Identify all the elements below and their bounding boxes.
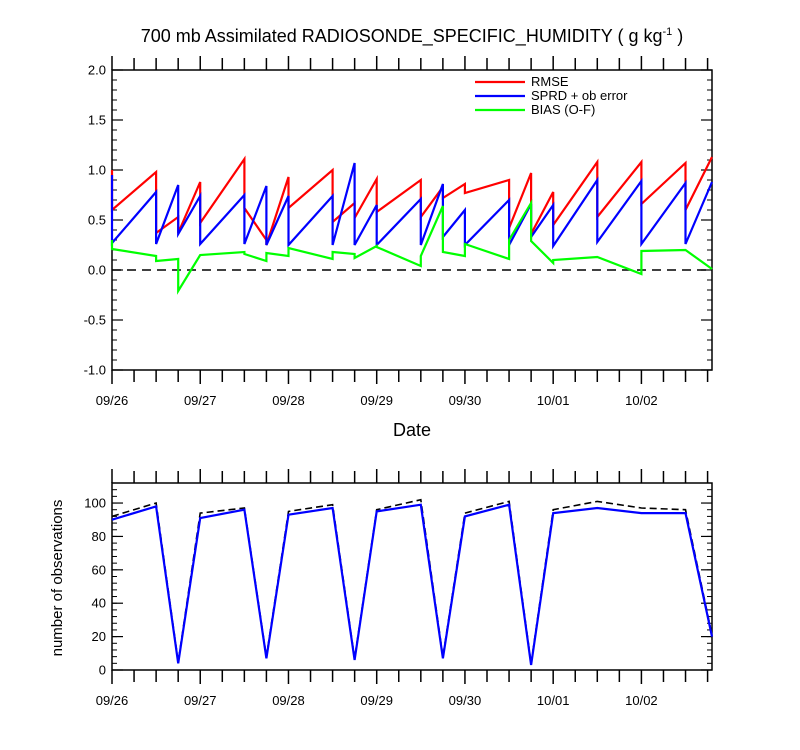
legend-label: SPRD + ob error xyxy=(531,88,628,103)
x-tick-label: 09/27 xyxy=(184,393,217,408)
title-superscript: -1 xyxy=(663,26,673,38)
y-tick-label: 100 xyxy=(84,496,106,511)
y-tick-label: 60 xyxy=(92,562,106,577)
y-tick-label: 0.0 xyxy=(88,263,106,278)
x-tick-label: 09/29 xyxy=(360,693,393,708)
y-tick-label: 0 xyxy=(99,663,106,678)
chart-title: 700 mb Assimilated RADIOSONDE_SPECIFIC_H… xyxy=(141,26,684,47)
x-tick-label: 09/30 xyxy=(449,393,482,408)
y-tick-label: 0.5 xyxy=(88,213,106,228)
bottom-panel: 100 80 60 40 20 0 09/26 09/27 09/28 09/29 09/30 10/… xyxy=(84,469,714,708)
y-tick-label: 40 xyxy=(92,596,106,611)
series-line-sprd-ob-error xyxy=(110,162,714,250)
x-tick-label: 09/28 xyxy=(272,693,305,708)
series-line-total xyxy=(111,498,713,664)
x-tick-label: 10/02 xyxy=(625,693,658,708)
x-tick-label: 10/02 xyxy=(625,393,658,408)
x-tick-label: 09/30 xyxy=(449,693,482,708)
x-tick-label: 09/26 xyxy=(96,693,129,708)
y-tick-label: 80 xyxy=(92,529,106,544)
title-tail: ) xyxy=(672,26,683,46)
series-line-bias-o-f xyxy=(110,198,713,295)
x-tick-label: 09/27 xyxy=(184,693,217,708)
top-panel: 2.0 1.5 1.0 0.5 0.0 -0.5 -1.0 09/26 09/27 09/28 09… xyxy=(84,56,714,408)
x-axis-title: Date xyxy=(393,420,431,440)
x-tick-label: 09/26 xyxy=(96,393,129,408)
legend-label: BIAS (O-F) xyxy=(531,102,595,117)
y-tick-label: 20 xyxy=(92,629,106,644)
y-tick-label: 1.5 xyxy=(88,113,106,128)
y-tick-label: 2.0 xyxy=(88,63,106,78)
x-tick-label: 10/01 xyxy=(537,393,570,408)
series-line-rmse xyxy=(110,155,713,246)
y-tick-label: -0.5 xyxy=(84,313,106,328)
y-tick-label: -1.0 xyxy=(84,363,106,378)
x-tick-label: 09/28 xyxy=(272,393,305,408)
x-tick-label: 10/01 xyxy=(537,693,570,708)
series-line-assimilated xyxy=(111,503,714,666)
y-axis-title-observations: number of observations xyxy=(49,500,66,657)
legend-label: RMSE xyxy=(531,74,569,89)
x-tick-label: 09/29 xyxy=(360,393,393,408)
title-main: 700 mb Assimilated RADIOSONDE_SPECIFIC_H… xyxy=(141,26,663,47)
y-tick-label: 1.0 xyxy=(88,163,106,178)
